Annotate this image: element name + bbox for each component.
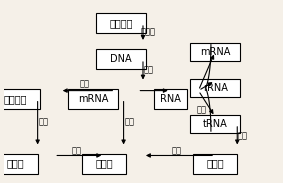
Text: tRNA: tRNA (203, 119, 228, 129)
Text: 翻译: 翻译 (124, 118, 134, 127)
Text: 氨基酸: 氨基酸 (206, 159, 224, 169)
Text: 合成: 合成 (171, 146, 181, 156)
Text: DNA: DNA (110, 54, 132, 64)
FancyBboxPatch shape (190, 115, 240, 133)
Text: 氨基酸: 氨基酸 (7, 159, 24, 169)
FancyBboxPatch shape (193, 154, 237, 173)
Text: mRNA: mRNA (200, 47, 230, 57)
Text: 储存于: 储存于 (141, 27, 156, 37)
Text: 合成: 合成 (71, 146, 82, 156)
FancyBboxPatch shape (190, 43, 240, 61)
FancyBboxPatch shape (0, 89, 40, 109)
FancyBboxPatch shape (154, 89, 187, 109)
Text: 遗传信息: 遗传信息 (109, 18, 132, 28)
Text: 遗传信息: 遗传信息 (4, 94, 27, 104)
Text: mRNA: mRNA (78, 94, 108, 104)
Text: 转录: 转录 (143, 65, 154, 74)
Text: 转运: 转运 (238, 131, 248, 140)
Text: 含有: 含有 (80, 80, 90, 89)
FancyBboxPatch shape (0, 154, 38, 173)
FancyBboxPatch shape (82, 154, 126, 173)
Text: 蛋白质: 蛋白质 (95, 159, 113, 169)
Text: 属于: 属于 (196, 105, 206, 114)
FancyBboxPatch shape (190, 79, 240, 97)
Text: RNA: RNA (160, 94, 181, 104)
Text: 编码: 编码 (38, 118, 48, 127)
FancyBboxPatch shape (96, 49, 146, 69)
Text: rRNA: rRNA (203, 83, 228, 93)
FancyBboxPatch shape (96, 13, 146, 33)
FancyBboxPatch shape (68, 89, 118, 109)
